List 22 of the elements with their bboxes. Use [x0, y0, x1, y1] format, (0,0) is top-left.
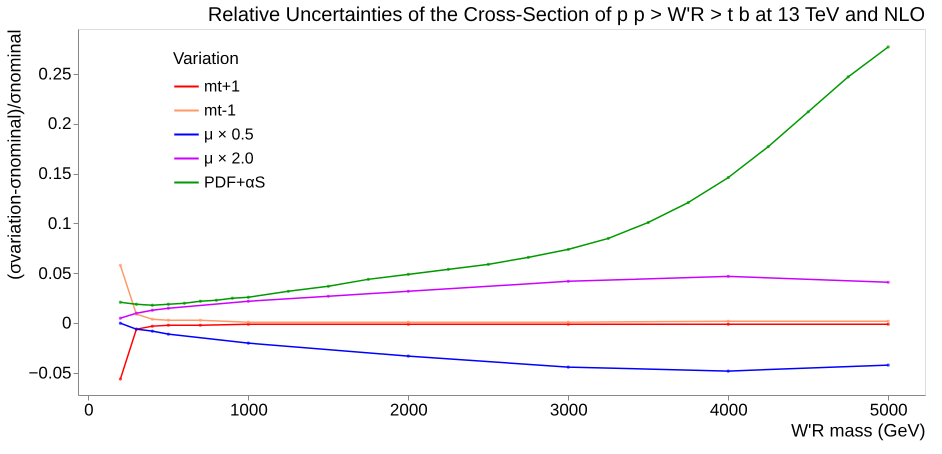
x-tick-label: 4000	[710, 400, 748, 420]
y-tick-label: 0.2	[48, 114, 72, 134]
y-axis-title: (σvariation-σnominal)/σnominal	[4, 30, 24, 280]
x-tick-label: 2000	[390, 400, 428, 420]
y-tick-label: 0.1	[48, 214, 72, 233]
x-tick-label: 1000	[230, 400, 268, 420]
x-tick-label: 0	[84, 400, 94, 420]
legend-label: μ × 0.5	[204, 126, 254, 144]
legend-label: PDF+αS	[204, 174, 266, 192]
y-tick-label: 0.15	[38, 164, 72, 184]
legend-label: mt-1	[204, 102, 236, 120]
y-tick-label: 0.05	[38, 264, 72, 283]
legend-label: μ × 2.0	[204, 150, 254, 168]
y-tick-label: 0.25	[38, 64, 72, 84]
y-tick-label: −0.05	[28, 364, 72, 383]
legend-title: Variation	[173, 49, 239, 68]
y-tick-label: 0	[62, 314, 72, 333]
x-axis-title: W'R mass (GeV)	[791, 420, 926, 440]
x-tick-label: 5000	[870, 400, 908, 420]
chart-title: Relative Uncertainties of the Cross-Section of p p > W'R > t b at 13 TeV and NLO	[208, 4, 925, 26]
x-tick-label: 3000	[550, 400, 588, 420]
legend-label: mt+1	[204, 78, 240, 96]
